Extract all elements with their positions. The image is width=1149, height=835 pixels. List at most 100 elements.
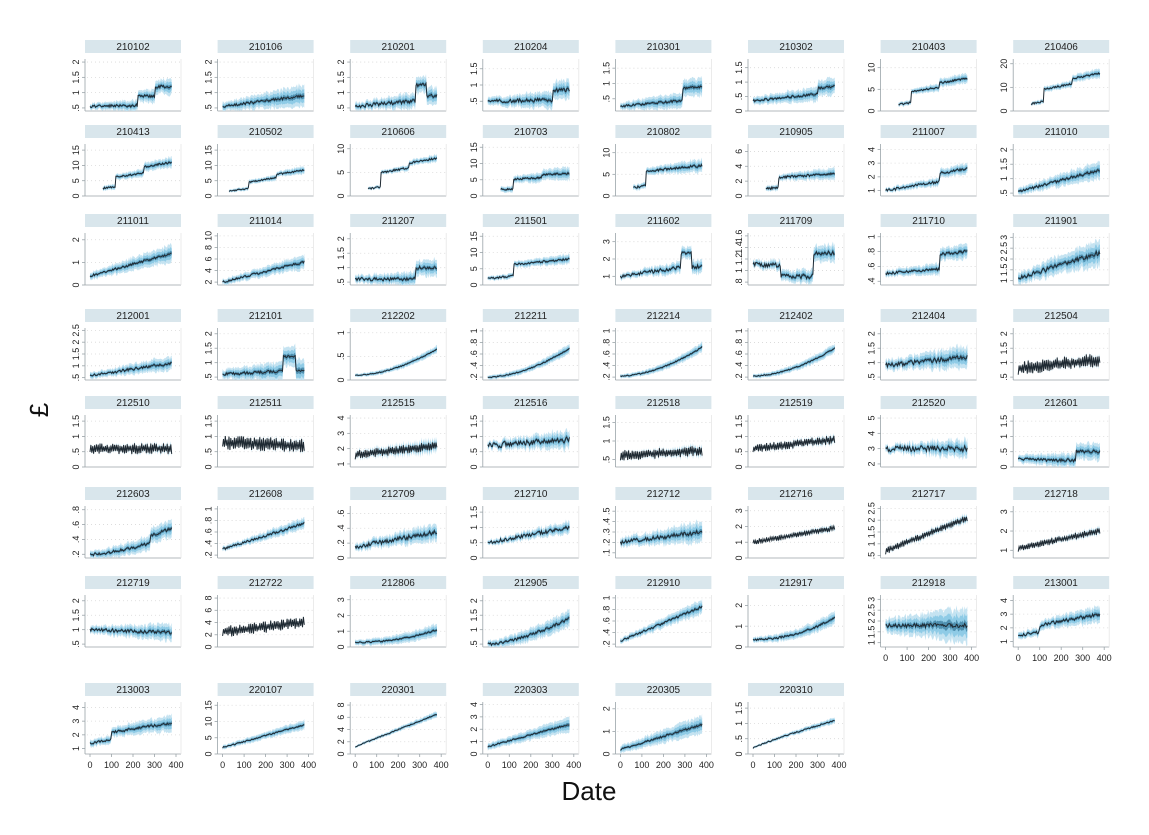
y-tick-label: 4	[204, 268, 214, 273]
y-tick-label: 0	[734, 555, 744, 560]
panel-title: 212519	[779, 398, 813, 409]
y-tick-label: .8	[734, 339, 744, 347]
y-tick-label: 8	[204, 245, 214, 250]
y-tick-label: 3	[999, 612, 1009, 617]
panel-strip	[748, 125, 844, 138]
series-line	[354, 714, 438, 748]
series-line	[619, 529, 703, 546]
y-tick-label: 2.5	[867, 502, 877, 515]
y-tick-label: .5	[601, 456, 611, 464]
series-line	[355, 348, 438, 376]
y-tick-label: 2	[204, 280, 214, 285]
y-tick-label: 1	[999, 176, 1009, 181]
series-line	[752, 435, 836, 453]
panel-strip	[85, 214, 181, 227]
y-tick-label: 10	[601, 148, 611, 158]
series-line	[89, 722, 173, 745]
y-tick-label: 15	[204, 700, 214, 710]
y-tick-label: .5	[336, 353, 346, 361]
band-outer	[753, 343, 835, 379]
panel-title: 210302	[779, 42, 813, 53]
y-tick-label: .2	[601, 373, 611, 381]
panel-strip	[615, 40, 712, 53]
y-tick-label: 3	[867, 597, 877, 602]
series-line	[89, 627, 173, 635]
y-tick-label: 10	[867, 63, 877, 73]
series-line	[89, 527, 173, 557]
panel-212520: 212520 2 3 4 5	[867, 396, 977, 468]
panel-212603: 212603 .2 .4 .6 .8	[71, 487, 182, 559]
y-tick-label: 3	[336, 597, 346, 602]
y-tick-label: 1	[601, 81, 611, 86]
y-tick-label: .5	[204, 448, 214, 456]
series-line	[620, 723, 703, 751]
series-line	[222, 435, 305, 453]
y-tick-label: 1	[71, 363, 81, 368]
panel-210606: 210606 0 5 10	[336, 125, 447, 199]
panel-strip	[615, 396, 712, 409]
y-tick-label: 2	[204, 632, 214, 637]
x-tick-label: 400	[1097, 653, 1112, 663]
y-tick-label: 10	[204, 160, 214, 170]
panel-strip	[350, 309, 447, 322]
panel-strip	[1013, 487, 1110, 500]
y-tick-label: 15	[469, 231, 479, 241]
y-tick-label: .2	[601, 640, 611, 648]
panel-grid: 210102.511.52210106.511.52210201.511.522…	[71, 40, 1112, 770]
panel-title: 220301	[382, 685, 416, 696]
panel-210905: 210905 0 2 4 6	[734, 125, 845, 199]
y-tick-label: 10	[204, 716, 214, 726]
y-axis-title: £	[24, 402, 54, 417]
y-tick-label: 1	[734, 434, 744, 439]
y-tick-label: 1	[601, 328, 611, 333]
panel-strip	[1013, 40, 1110, 53]
y-tick-label: 1	[734, 624, 744, 629]
series-line	[222, 724, 305, 749]
y-tick-label: .5	[601, 95, 611, 103]
x-tick-label: 400	[831, 760, 846, 770]
x-tick-label: 300	[545, 760, 560, 770]
y-tick-label: 1	[469, 627, 479, 632]
panel-strip	[482, 309, 579, 322]
y-tick-label: 0	[204, 464, 214, 469]
panel-title: 212603	[116, 489, 150, 500]
y-tick-label: 1.5	[469, 506, 479, 519]
y-tick-label: 3	[469, 714, 479, 719]
panel-212601: 212601 0 .5 1 1.5	[999, 396, 1110, 470]
y-tick-label: 1	[204, 434, 214, 439]
x-tick-label: 300	[280, 760, 295, 770]
x-tick-label: 100	[502, 760, 517, 770]
x-tick-label: 400	[964, 653, 979, 663]
y-tick-label: 1	[999, 639, 1009, 644]
panel-213003: 213003 1 2 3 4 0 100 200 300 400	[71, 683, 184, 770]
y-tick-label: .8	[601, 606, 611, 614]
x-tick-label: 100	[1032, 653, 1047, 663]
series-line	[487, 724, 570, 748]
x-tick-label: 300	[412, 760, 427, 770]
y-tick-label: 1.5	[71, 609, 81, 622]
y-tick-label: 0	[734, 751, 744, 756]
y-tick-label: 4	[469, 702, 479, 707]
y-tick-label: 0	[734, 108, 744, 113]
panel-strip	[880, 309, 977, 322]
panel-strip	[85, 487, 181, 500]
y-tick-label: 1	[469, 82, 479, 87]
y-tick-label: 1	[601, 274, 611, 279]
panel-title: 212515	[382, 398, 416, 409]
series-line	[752, 347, 836, 377]
y-tick-label: 3	[999, 235, 1009, 240]
y-tick-label: 1	[336, 461, 346, 466]
x-tick-label: 400	[434, 760, 449, 770]
panel-strip	[1013, 214, 1110, 227]
y-tick-label: 1.5	[71, 71, 81, 84]
panel-strip	[217, 40, 314, 53]
panel-strip	[748, 683, 844, 696]
panel-strip	[482, 40, 579, 53]
y-tick-label: 2	[601, 706, 611, 711]
panel-title: 212511	[249, 398, 282, 409]
x-tick-label: 300	[147, 760, 162, 770]
panel-strip	[217, 683, 314, 696]
band-mid	[898, 74, 968, 107]
y-tick-label: 2	[999, 147, 1009, 152]
series-line	[89, 361, 172, 377]
